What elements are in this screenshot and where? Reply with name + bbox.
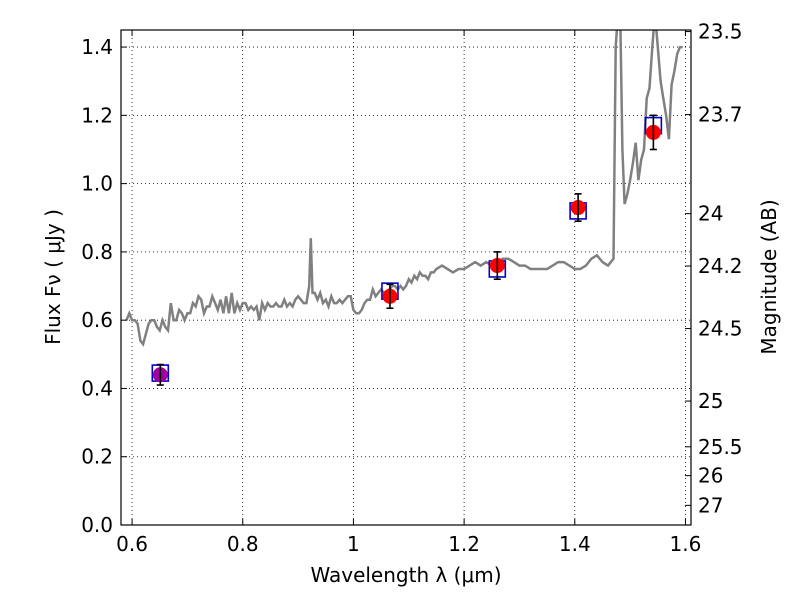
mag-tick-label: 24.2 xyxy=(698,254,743,278)
mag-tick-label: 26 xyxy=(698,464,723,488)
axis-ticks: 0.6 0.8 1 1.2 1.4 1.6 0.0 0.2 0.4 0.6 0.8 1.0 1.2 1.4… xyxy=(81,20,742,556)
x-tick-label: 1.2 xyxy=(448,532,480,556)
y-tick-label: 0.4 xyxy=(81,376,113,400)
y-tick-label: 0.2 xyxy=(81,445,113,469)
mag-tick-label: 23.5 xyxy=(698,20,743,44)
mag-tick-label: 27 xyxy=(698,493,723,517)
y-tick-label: 0.8 xyxy=(81,240,113,264)
model-spectrum-line xyxy=(125,30,683,347)
y-tick-label: 0.0 xyxy=(81,513,113,537)
y-tick-label: 1.2 xyxy=(81,103,113,127)
mag-tick-label: 24.5 xyxy=(698,317,743,341)
y-tick-label: 1.0 xyxy=(81,172,113,196)
mag-tick-label: 24 xyxy=(698,202,723,226)
x-tick-label: 0.8 xyxy=(227,532,259,556)
y-tick-label: 0.6 xyxy=(81,308,113,332)
mag-tick-label: 25 xyxy=(698,389,723,413)
mag-tick-label: 25.5 xyxy=(698,435,743,459)
mag-tick-label: 23.7 xyxy=(698,103,743,127)
y-tick-label: 1.4 xyxy=(81,35,113,59)
x-tick-label: 1 xyxy=(347,532,360,556)
y2-axis-label: Magnitude (AB) xyxy=(757,199,781,354)
grid-lines xyxy=(121,30,691,526)
x-tick-label: 1.4 xyxy=(559,532,591,556)
x-axis-label: Wavelength λ (μm) xyxy=(310,563,501,587)
data-markers xyxy=(151,114,663,386)
plot-frame xyxy=(120,29,692,526)
x-tick-label: 0.6 xyxy=(116,532,148,556)
y-axis-label: Flux Fν ( μJy ) xyxy=(41,209,65,345)
x-tick-label: 1.6 xyxy=(670,532,702,556)
plot-area xyxy=(125,30,683,386)
